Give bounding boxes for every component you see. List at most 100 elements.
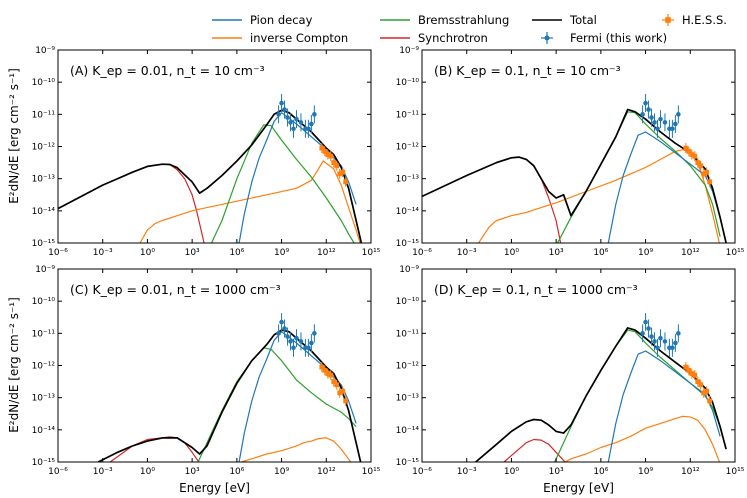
panel-a-fermi-marker [279, 100, 284, 106]
panel-c-hess-marker [334, 382, 340, 388]
panel-c-fermi-marker [288, 339, 293, 344]
panel-b-fermi-point [646, 100, 651, 119]
panel-a-ytick-label: 10⁻¹⁴ [32, 207, 56, 217]
legend-entry-brems: Bremsstrahlung [380, 13, 509, 27]
panel-c-fermi-point [276, 324, 281, 343]
panel-c-fermi-marker [285, 334, 290, 339]
panel-b-fermi-marker [662, 120, 668, 125]
panel-d-xtick-label: 10⁰ [504, 467, 519, 477]
panel-c-hess-marker [319, 364, 325, 370]
panel-b-fermi-point [673, 114, 678, 133]
panel-d-ytick-label: 10⁻¹³ [396, 394, 420, 404]
panel-b-series-inverse-compton [478, 149, 720, 243]
legend-swatch-fermi-marker [544, 35, 550, 41]
panel-d-fermi-point [670, 338, 675, 357]
panel-a-fermi-marker [309, 121, 314, 127]
panel-c-fermi-point [309, 333, 314, 352]
panel-a-ytick-label: 10⁻¹² [32, 143, 56, 153]
panel-a-hess-points [319, 143, 349, 187]
legend-label-fermi: Fermi (this work) [570, 31, 667, 45]
panel-a-fermi-point [291, 119, 296, 138]
panel-d-hess-marker [698, 382, 704, 388]
panel-a-hess-point [334, 160, 340, 171]
panel-c-hess-point [331, 376, 337, 387]
panel-d-fermi-marker [640, 331, 645, 336]
panel-b-fermi-point [643, 94, 648, 113]
panel-b-fermi-point [662, 113, 668, 132]
panel-b-fermi-point [640, 105, 645, 124]
panel-b-hess-point [686, 146, 692, 157]
y-axis-label-bottom: E²dN/dE [erg cm⁻² s⁻¹] [7, 297, 21, 433]
panel-a-fermi-marker [276, 112, 281, 117]
panel-c-ytick-label: 10⁻¹² [32, 362, 56, 372]
panel-d-xtick-label: 10³ [549, 467, 564, 477]
panel-b-hess-marker [695, 160, 701, 165]
panel-c-fermi-point [291, 338, 296, 357]
panel-b-hess-points [683, 143, 713, 187]
panel-a-series-total [58, 109, 363, 243]
panel-a-fermi-marker [306, 126, 311, 132]
panel-d-hess-point [698, 379, 704, 390]
panel-d-fermi-marker [646, 326, 651, 331]
panel-d-ytick-label: 10⁻¹¹ [396, 329, 420, 339]
panel-c-hess-marker [343, 398, 349, 404]
panel-a-series-synchrotron [58, 163, 205, 243]
panel-b-fermi-marker [658, 116, 663, 122]
panel-b-hess-marker [701, 171, 707, 177]
panel-b-hess-marker [704, 169, 710, 175]
panel-d-fermi-marker [662, 339, 668, 344]
panel-d-xtick-label: 10⁶ [593, 467, 608, 477]
panel-c-hess-point [325, 368, 331, 379]
panel-c-fermi-point [312, 324, 317, 343]
panel-c-hess-marker [340, 388, 346, 394]
panel-d-fermi-marker [643, 319, 648, 325]
panel-c-fermi-point [279, 313, 284, 332]
panel-a-ytick-label: 10⁻¹¹ [32, 110, 56, 120]
panel-a-fermi-point [312, 105, 317, 124]
panel-b-axes: 10⁻⁶ 10⁻³ 10⁰ 10³ 10⁶ 10⁹ 10¹² 10¹⁵ 10⁻¹⁵ 10⁻¹⁴ 10… [396, 46, 745, 258]
panel-d-hess-point [707, 395, 713, 406]
panel-a-fermi-marker [291, 126, 296, 132]
panel-a-hess-marker [343, 179, 349, 185]
panel-d-hess-marker [695, 379, 701, 384]
panel-c-hess-point [334, 379, 340, 390]
panel-a-fermi-marker [294, 116, 299, 122]
panel-a-hess-point [319, 143, 325, 154]
y-axis-label-top: E²dN/dE [erg cm⁻² s⁻¹] [7, 68, 21, 204]
panel-c-ytick-label: 10⁻¹¹ [32, 329, 56, 339]
panel-d-fermi-marker [658, 335, 663, 341]
panel-c-hess-marker [328, 372, 334, 378]
legend-entry-total: Total [532, 13, 597, 27]
panel-c-ytick-label: 10⁻¹⁴ [32, 426, 56, 436]
panel-c-fermi-marker [282, 326, 287, 331]
panel-c-hess-marker [337, 390, 343, 396]
legend-label-hess: H.E.S.S. [682, 13, 727, 27]
panel-d-xtick-label: 10¹⁵ [726, 467, 745, 477]
panel-c-ytick-label: 10⁻¹³ [32, 394, 56, 404]
panel-c-ytick-label: 10⁻⁹ [35, 265, 55, 275]
panel-c-curves [97, 329, 362, 462]
panel-c-xtick-label: 10⁹ [274, 467, 289, 477]
panel-c-fermi-point [306, 338, 311, 357]
panel-d-series-inverse-compton [564, 415, 721, 462]
panel-a-fermi-point [285, 108, 290, 127]
panel-b-hess-marker [683, 145, 689, 151]
panel-d-fermi-point [662, 332, 668, 351]
panel-c-hess-points [319, 362, 349, 406]
panel-a-fermi-marker [282, 107, 287, 112]
panel-d-hess-marker [704, 388, 710, 394]
panel-b-xtick-label: 10³ [549, 248, 564, 258]
panel-a-xtick-label: 10⁻³ [93, 248, 113, 258]
panel-d-fermi-marker [649, 334, 654, 339]
panel-c-xtick-label: 10⁰ [140, 467, 155, 477]
panel-d-fermi-point [649, 327, 654, 346]
panel-d-xtick-label: 10⁻⁶ [412, 467, 432, 477]
panel-d-hess-marker [689, 371, 695, 376]
panel-b-fermi-point [670, 119, 675, 138]
legend-label-brems: Bremsstrahlung [418, 13, 509, 27]
panel-a-xtick-label: 10⁹ [274, 248, 289, 258]
panel-c-ytick-label: 10⁻¹⁰ [32, 297, 56, 307]
panel-b-fermi-points [640, 94, 681, 138]
panel-b-fermi-marker [655, 126, 660, 132]
panel-c-hess-point [328, 370, 334, 381]
